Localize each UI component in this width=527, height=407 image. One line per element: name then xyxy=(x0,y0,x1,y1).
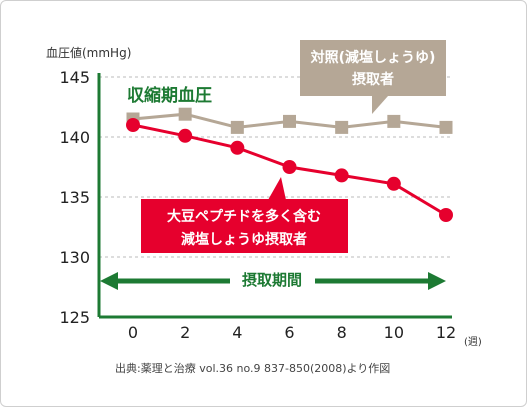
series-1-point xyxy=(230,140,245,155)
y-tick-label: 130 xyxy=(59,248,90,267)
series-0-point xyxy=(178,107,192,121)
series-0-point xyxy=(387,114,401,128)
legend-test-box xyxy=(141,199,348,253)
x-tick-label: 6 xyxy=(284,323,294,342)
y-axis-label: 血圧値(mmHg) xyxy=(46,45,131,60)
legend-control-line1: 対照(減塩しょうゆ) xyxy=(310,49,436,66)
series-1-point xyxy=(126,118,140,132)
period-arrow-right-head xyxy=(428,272,446,290)
x-tick-label: 0 xyxy=(128,323,138,342)
y-tick-label: 145 xyxy=(59,68,90,87)
period-label: 摂取期間 xyxy=(242,271,302,289)
legend-test-pointer xyxy=(268,177,286,200)
legend-control: 対照(減塩しょうゆ) 摂取者 xyxy=(300,40,446,114)
series-0-point xyxy=(335,120,349,134)
x-axis-unit: (週) xyxy=(464,336,482,348)
legend-test: 大豆ペプチドを多く含む 減塩しょうゆ摂取者 xyxy=(141,177,348,253)
source-note: 出典:薬理と治療 vol.36 no.9 837-850(2008)より作図 xyxy=(115,361,390,375)
x-tick-label: 4 xyxy=(232,323,242,342)
series-0-point xyxy=(439,120,453,134)
series-1-point xyxy=(178,128,193,143)
series-1-point xyxy=(439,208,453,222)
series-1-point xyxy=(386,176,401,191)
x-tick-label: 12 xyxy=(436,323,456,342)
legend-test-line1: 大豆ペプチドを多く含む xyxy=(167,208,321,225)
x-tick-label: 2 xyxy=(180,323,190,342)
series-0-point xyxy=(283,114,296,128)
period-arrow: 摂取期間 xyxy=(100,271,446,290)
y-tick-label: 140 xyxy=(59,128,90,147)
legend-control-pointer xyxy=(372,96,388,114)
x-tick-label: 10 xyxy=(384,323,404,342)
legend-test-line2: 減塩しょうゆ摂取者 xyxy=(181,231,307,248)
legend-control-line2: 摂取者 xyxy=(352,71,394,88)
axes: 125 130 135 140 145 0 2 4 6 8 10 12 xyxy=(59,68,456,342)
legend-control-box xyxy=(300,40,446,96)
series-1-point xyxy=(282,160,297,174)
period-arrow-left-head xyxy=(100,272,118,290)
y-tick-label: 135 xyxy=(59,188,90,207)
y-tick-label: 125 xyxy=(59,308,90,327)
x-tick-label: 8 xyxy=(337,323,347,342)
chart-title: 収縮期血圧 xyxy=(127,85,212,106)
series-lines xyxy=(126,107,453,222)
series-1-point xyxy=(334,168,349,183)
series-0-point xyxy=(230,120,244,134)
